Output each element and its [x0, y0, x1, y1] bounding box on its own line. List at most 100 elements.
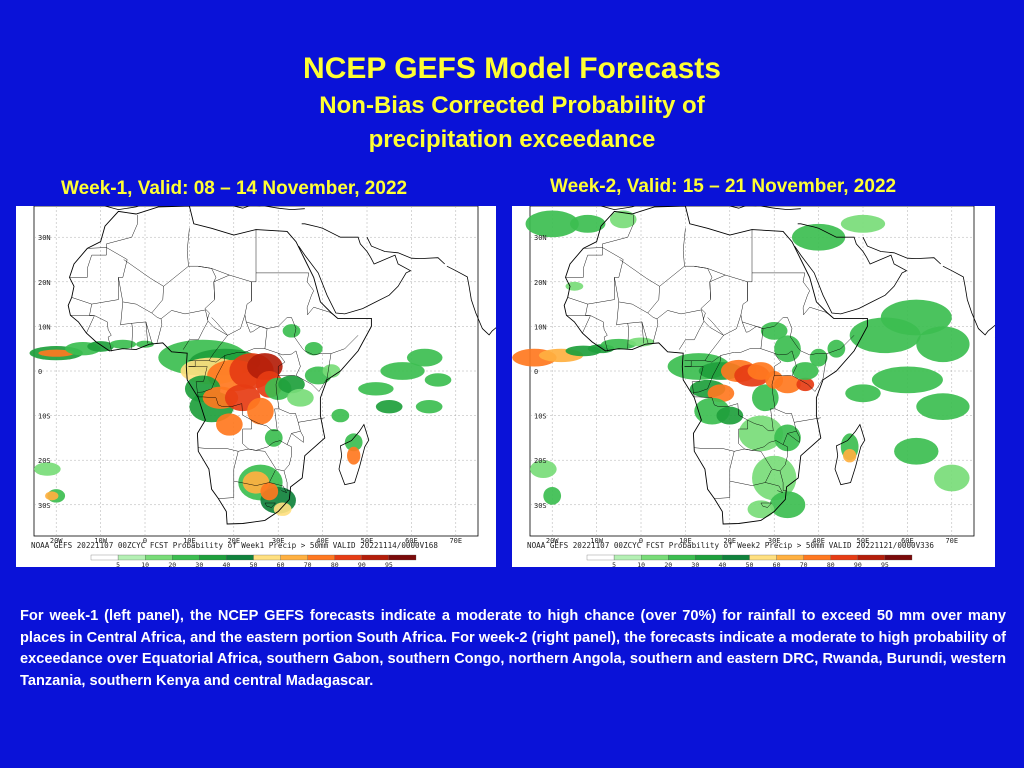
subtitle-line-1: Non-Bias Corrected Probability of	[319, 92, 705, 119]
colorbar-swatch	[226, 554, 254, 561]
lon-label: 40E	[812, 537, 825, 545]
country-border	[233, 451, 239, 470]
precip-area	[109, 339, 137, 349]
colorbar-swatch	[749, 554, 777, 561]
country-border	[306, 272, 314, 315]
description-text: For week-1 (left panel), the NCEP GEFS f…	[20, 608, 1006, 689]
colorbar-label: 60	[773, 561, 781, 567]
main-title: NCEP GEFS Model Forecasts	[303, 52, 721, 85]
precip-area	[264, 428, 283, 447]
coastline	[233, 206, 261, 209]
precip-area	[406, 348, 443, 367]
country-border	[318, 378, 328, 392]
colorbar-swatch	[361, 554, 390, 561]
precip-area	[916, 393, 970, 421]
precip-area	[322, 364, 341, 378]
lon-label: 10E	[679, 537, 692, 545]
colorbar-swatch	[199, 554, 227, 561]
country-border	[233, 469, 276, 486]
coastline	[104, 206, 140, 211]
lat-label: 30S	[534, 502, 547, 510]
lon-label: 70E	[449, 537, 462, 545]
lon-label: 20E	[227, 537, 240, 545]
lat-label: 10N	[38, 323, 51, 331]
africa-coastline	[563, 206, 868, 525]
precip-area	[840, 214, 886, 233]
country-border	[703, 314, 742, 336]
country-border	[207, 314, 246, 336]
week2-coastlines	[563, 206, 995, 525]
country-border	[565, 247, 603, 278]
lon-label: 40E	[316, 537, 329, 545]
colorbar-swatch	[117, 554, 146, 561]
precip-area	[415, 399, 443, 414]
colorbar-swatch	[641, 554, 669, 561]
colorbar-label: 20	[168, 561, 176, 567]
lat-label: 0	[534, 368, 538, 376]
lon-label: 50E	[857, 537, 870, 545]
week1-precip-field	[29, 324, 452, 516]
country-border	[802, 272, 810, 315]
country-border	[714, 469, 731, 499]
country-border	[614, 277, 620, 302]
precip-area	[791, 362, 819, 380]
country-border	[803, 306, 832, 316]
precip-area	[707, 384, 735, 403]
precip-area	[609, 210, 637, 229]
country-border	[566, 315, 591, 334]
lon-label: 10E	[183, 537, 196, 545]
precip-area	[845, 384, 881, 403]
week1-colorbar: 5 10 20 30 40 50 60 70 80 90 95	[90, 554, 417, 567]
lat-label: 10S	[38, 413, 51, 421]
colorbar-label: 40	[223, 561, 231, 567]
country-border	[120, 301, 163, 343]
country-border	[255, 422, 301, 451]
lon-label: 20W	[546, 537, 559, 545]
country-border	[693, 392, 695, 397]
country-border	[218, 469, 235, 499]
coastline	[760, 206, 801, 211]
colorbar-swatch	[90, 554, 119, 561]
country-border	[822, 353, 828, 379]
precip-area	[627, 337, 655, 347]
precip-area	[260, 482, 279, 501]
precip-area	[45, 491, 59, 501]
country-border	[602, 214, 634, 248]
country-border	[760, 502, 773, 508]
country-border	[277, 353, 296, 376]
country-border	[682, 228, 686, 267]
country-border	[198, 396, 257, 451]
week1-coastlines	[67, 206, 496, 525]
colorbar-swatch	[145, 554, 173, 561]
lat-label: 30S	[38, 502, 51, 510]
country-border	[585, 304, 608, 352]
precip-area	[752, 455, 797, 501]
colorbar-swatch	[307, 554, 335, 561]
colorbar-swatch	[884, 554, 913, 561]
precip-area	[347, 446, 361, 465]
precip-area	[569, 214, 606, 233]
week2-axis-labels: 30N 20N 10N 0 10S 20S 30S 20W 10W 0 10E 20E 30E 40E 50…	[534, 234, 958, 545]
country-border	[729, 469, 772, 486]
country-border	[70, 315, 95, 334]
colorbar-swatch	[668, 554, 696, 561]
precip-area	[34, 462, 61, 476]
week1-map: 30N 20N 10N 0 10S 20S 30S 20W 10W 0 10E 20E 30E 40E 50…	[29, 206, 496, 567]
precip-area	[247, 397, 274, 425]
lat-label: 10N	[534, 323, 547, 331]
colorbar-swatch	[830, 554, 858, 561]
colorbar-label: 80	[331, 561, 339, 567]
precip-area	[278, 375, 305, 394]
lon-label: 60E	[901, 537, 914, 545]
precip-area	[774, 424, 801, 452]
coastline	[942, 265, 995, 336]
week1-map-panel: 30N 20N 10N 0 10S 20S 30S 20W 10W 0 10E 20E 30E 40E 50…	[16, 206, 496, 567]
country-border	[275, 375, 325, 423]
country-border	[641, 321, 649, 344]
lat-label: 0	[38, 368, 42, 376]
precip-area	[809, 348, 828, 367]
lon-label: 10W	[94, 537, 107, 545]
week1-caption: Week-1, Valid: 08 – 14 November, 2022	[61, 178, 408, 199]
precip-area	[747, 500, 775, 519]
precip-area	[530, 460, 557, 479]
